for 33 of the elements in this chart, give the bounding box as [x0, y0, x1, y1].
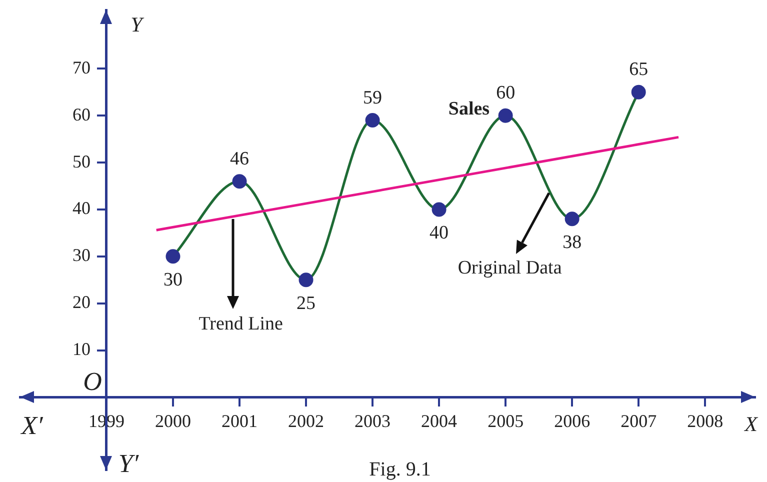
data-label: 46: [230, 148, 249, 170]
annotation: Original Data: [458, 258, 562, 279]
annotation: O: [83, 367, 102, 396]
data-label: 40: [430, 222, 449, 244]
x-tick-label: 2003: [354, 410, 391, 431]
x-axis-title: X: [744, 412, 759, 436]
x-tick-label: 2000: [154, 410, 191, 431]
y-tick-label: 50: [72, 151, 90, 172]
x-tick-label: 2005: [488, 410, 524, 431]
annotation: Fig. 9.1: [369, 458, 431, 480]
y-tick-label: 40: [72, 198, 90, 218]
x-tick-label: 2007: [620, 410, 657, 431]
data-label: 25: [296, 292, 316, 314]
x-tick-label: 2002: [288, 410, 324, 431]
data-label: 65: [629, 59, 648, 80]
y-tick-label: 10: [72, 339, 90, 360]
y-tick-label: 30: [72, 245, 90, 266]
x-tick-label: 2006: [554, 410, 590, 431]
y-tick-label: 60: [72, 104, 90, 124]
x-tick-label: 2008: [687, 410, 724, 431]
x-tick-label: 2004: [421, 410, 458, 431]
data-label: 38: [562, 232, 582, 253]
data-label: 30: [163, 269, 182, 290]
data-label: 59: [363, 87, 382, 108]
data-label: 60: [496, 82, 516, 104]
annotation: Y′: [118, 449, 139, 478]
series-label: Sales: [448, 98, 490, 120]
annotation: X′: [20, 411, 44, 440]
y-axis-title: Y: [130, 12, 145, 37]
y-tick-label: 20: [72, 292, 90, 312]
x-tick-label: 2001: [222, 410, 258, 431]
annotation: Trend Line: [198, 314, 283, 335]
y-tick-label: 70: [72, 57, 90, 78]
